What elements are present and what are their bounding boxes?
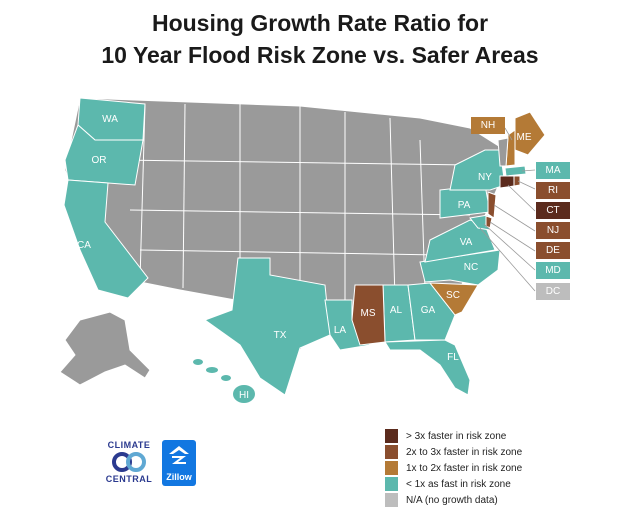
climate-central-text-bottom: CENTRAL xyxy=(105,474,153,484)
label-nc: NC xyxy=(464,262,478,273)
state-ga xyxy=(407,282,456,341)
callout-lines xyxy=(479,127,536,292)
climate-central-rings-icon xyxy=(104,452,154,472)
state-or xyxy=(64,124,144,186)
callout-ma: MA xyxy=(536,162,570,179)
state-ca xyxy=(63,179,149,299)
callout-ct: CT xyxy=(536,202,570,219)
label-tx: TX xyxy=(274,330,287,341)
state-ct xyxy=(499,175,515,189)
state-vt xyxy=(497,137,509,167)
legend-item-na: N/A (no growth data) xyxy=(385,492,522,508)
label-ny: NY xyxy=(478,172,492,183)
label-ca: CA xyxy=(77,240,91,251)
state-va xyxy=(424,219,496,263)
label-la: LA xyxy=(334,325,347,336)
state-nj xyxy=(487,191,497,219)
callout-md: MD xyxy=(536,262,570,279)
climate-central-logo: CLIMATE CENTRAL xyxy=(104,440,154,484)
zillow-text: Zillow xyxy=(166,472,192,482)
label-pa: PA xyxy=(458,200,471,211)
legend-item-1to2x: 1x to 2x faster in risk zone xyxy=(385,460,522,476)
label-sc: SC xyxy=(446,290,460,301)
legend-label: 2x to 3x faster in risk zone xyxy=(406,446,523,458)
state-ms xyxy=(351,284,386,346)
zillow-house-icon xyxy=(169,446,189,464)
label-me: ME xyxy=(517,132,532,143)
legend-swatch xyxy=(385,445,398,459)
legend-swatch xyxy=(385,477,398,491)
legend-swatch xyxy=(385,461,398,475)
state-hi xyxy=(193,359,255,403)
label-wa: WA xyxy=(102,114,118,125)
state-fl xyxy=(384,339,471,396)
map-title-line1: Housing Growth Rate Ratio for xyxy=(151,10,489,36)
state-tx xyxy=(203,257,331,396)
legend-label: > 3x faster in risk zone xyxy=(406,430,507,442)
label-ga: GA xyxy=(421,305,436,316)
legend-label: 1x to 2x faster in risk zone xyxy=(406,462,523,474)
legend-item-2to3x: 2x to 3x faster in risk zone xyxy=(385,444,522,460)
legend-swatch xyxy=(385,493,398,507)
label-hi: HI xyxy=(239,390,249,401)
label-al: AL xyxy=(390,305,403,316)
zillow-logo: Zillow xyxy=(162,440,196,486)
label-va: VA xyxy=(460,237,473,248)
callout-dc: DC xyxy=(536,283,570,300)
legend-item-lt1x: < 1x as fast in risk zone xyxy=(385,476,522,492)
label-fl: FL xyxy=(447,352,459,363)
climate-central-text-top: CLIMATE xyxy=(107,440,151,450)
legend-item-gt3x: > 3x faster in risk zone xyxy=(385,428,522,444)
callout-de: DE xyxy=(536,242,570,259)
state-borders xyxy=(119,103,471,310)
state-ma xyxy=(504,165,527,177)
state-ri xyxy=(513,175,521,187)
state-ak xyxy=(59,311,151,386)
map-title-line2: 10 Year Flood Risk Zone vs. Safer Areas xyxy=(101,42,539,68)
label-or: OR xyxy=(92,155,107,166)
callout-nh: NH xyxy=(471,117,505,134)
legend-swatch xyxy=(385,429,398,443)
callout-ri: RI xyxy=(536,182,570,199)
state-de xyxy=(485,215,493,229)
legend: > 3x faster in risk zone 2x to 3x faster… xyxy=(385,428,522,508)
legend-label: < 1x as fast in risk zone xyxy=(406,478,511,490)
state-md xyxy=(469,214,491,231)
legend-label: N/A (no growth data) xyxy=(406,494,498,506)
callout-nj: NJ xyxy=(536,222,570,239)
state-sc xyxy=(428,282,479,316)
label-ms: MS xyxy=(361,308,376,319)
